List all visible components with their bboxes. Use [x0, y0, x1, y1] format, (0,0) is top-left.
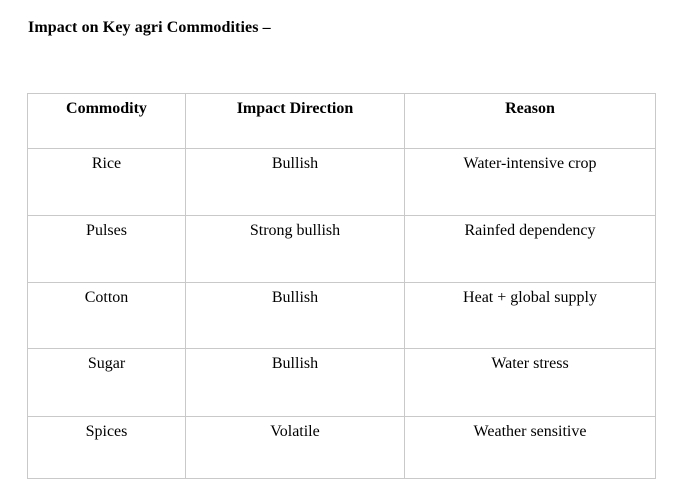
cell-impact-direction: Bullish	[185, 148, 405, 216]
column-header-commodity: Commodity	[27, 93, 186, 149]
commodity-table: Commodity Impact Direction Reason Rice B…	[27, 93, 656, 479]
column-header-reason: Reason	[404, 93, 656, 149]
cell-reason: Heat + global supply	[404, 282, 656, 349]
table-header-row: Commodity Impact Direction Reason	[27, 93, 656, 149]
cell-reason: Weather sensitive	[404, 416, 656, 479]
cell-impact-direction: Strong bullish	[185, 215, 405, 283]
cell-impact-direction: Volatile	[185, 416, 405, 479]
table-row: Cotton Bullish Heat + global supply	[27, 282, 656, 349]
table-row: Rice Bullish Water-intensive crop	[27, 148, 656, 216]
column-header-impact-direction: Impact Direction	[185, 93, 405, 149]
cell-reason: Water-intensive crop	[404, 148, 656, 216]
cell-commodity: Rice	[27, 148, 186, 216]
cell-commodity: Pulses	[27, 215, 186, 283]
table-row: Pulses Strong bullish Rainfed dependency	[27, 215, 656, 283]
cell-reason: Water stress	[404, 348, 656, 417]
cell-commodity: Cotton	[27, 282, 186, 349]
cell-commodity: Spices	[27, 416, 186, 479]
table-row: Spices Volatile Weather sensitive	[27, 416, 656, 479]
cell-impact-direction: Bullish	[185, 282, 405, 349]
document-title: Impact on Key agri Commodities –	[28, 19, 271, 36]
cell-reason: Rainfed dependency	[404, 215, 656, 283]
cell-commodity: Sugar	[27, 348, 186, 417]
table-row: Sugar Bullish Water stress	[27, 348, 656, 417]
cell-impact-direction: Bullish	[185, 348, 405, 417]
